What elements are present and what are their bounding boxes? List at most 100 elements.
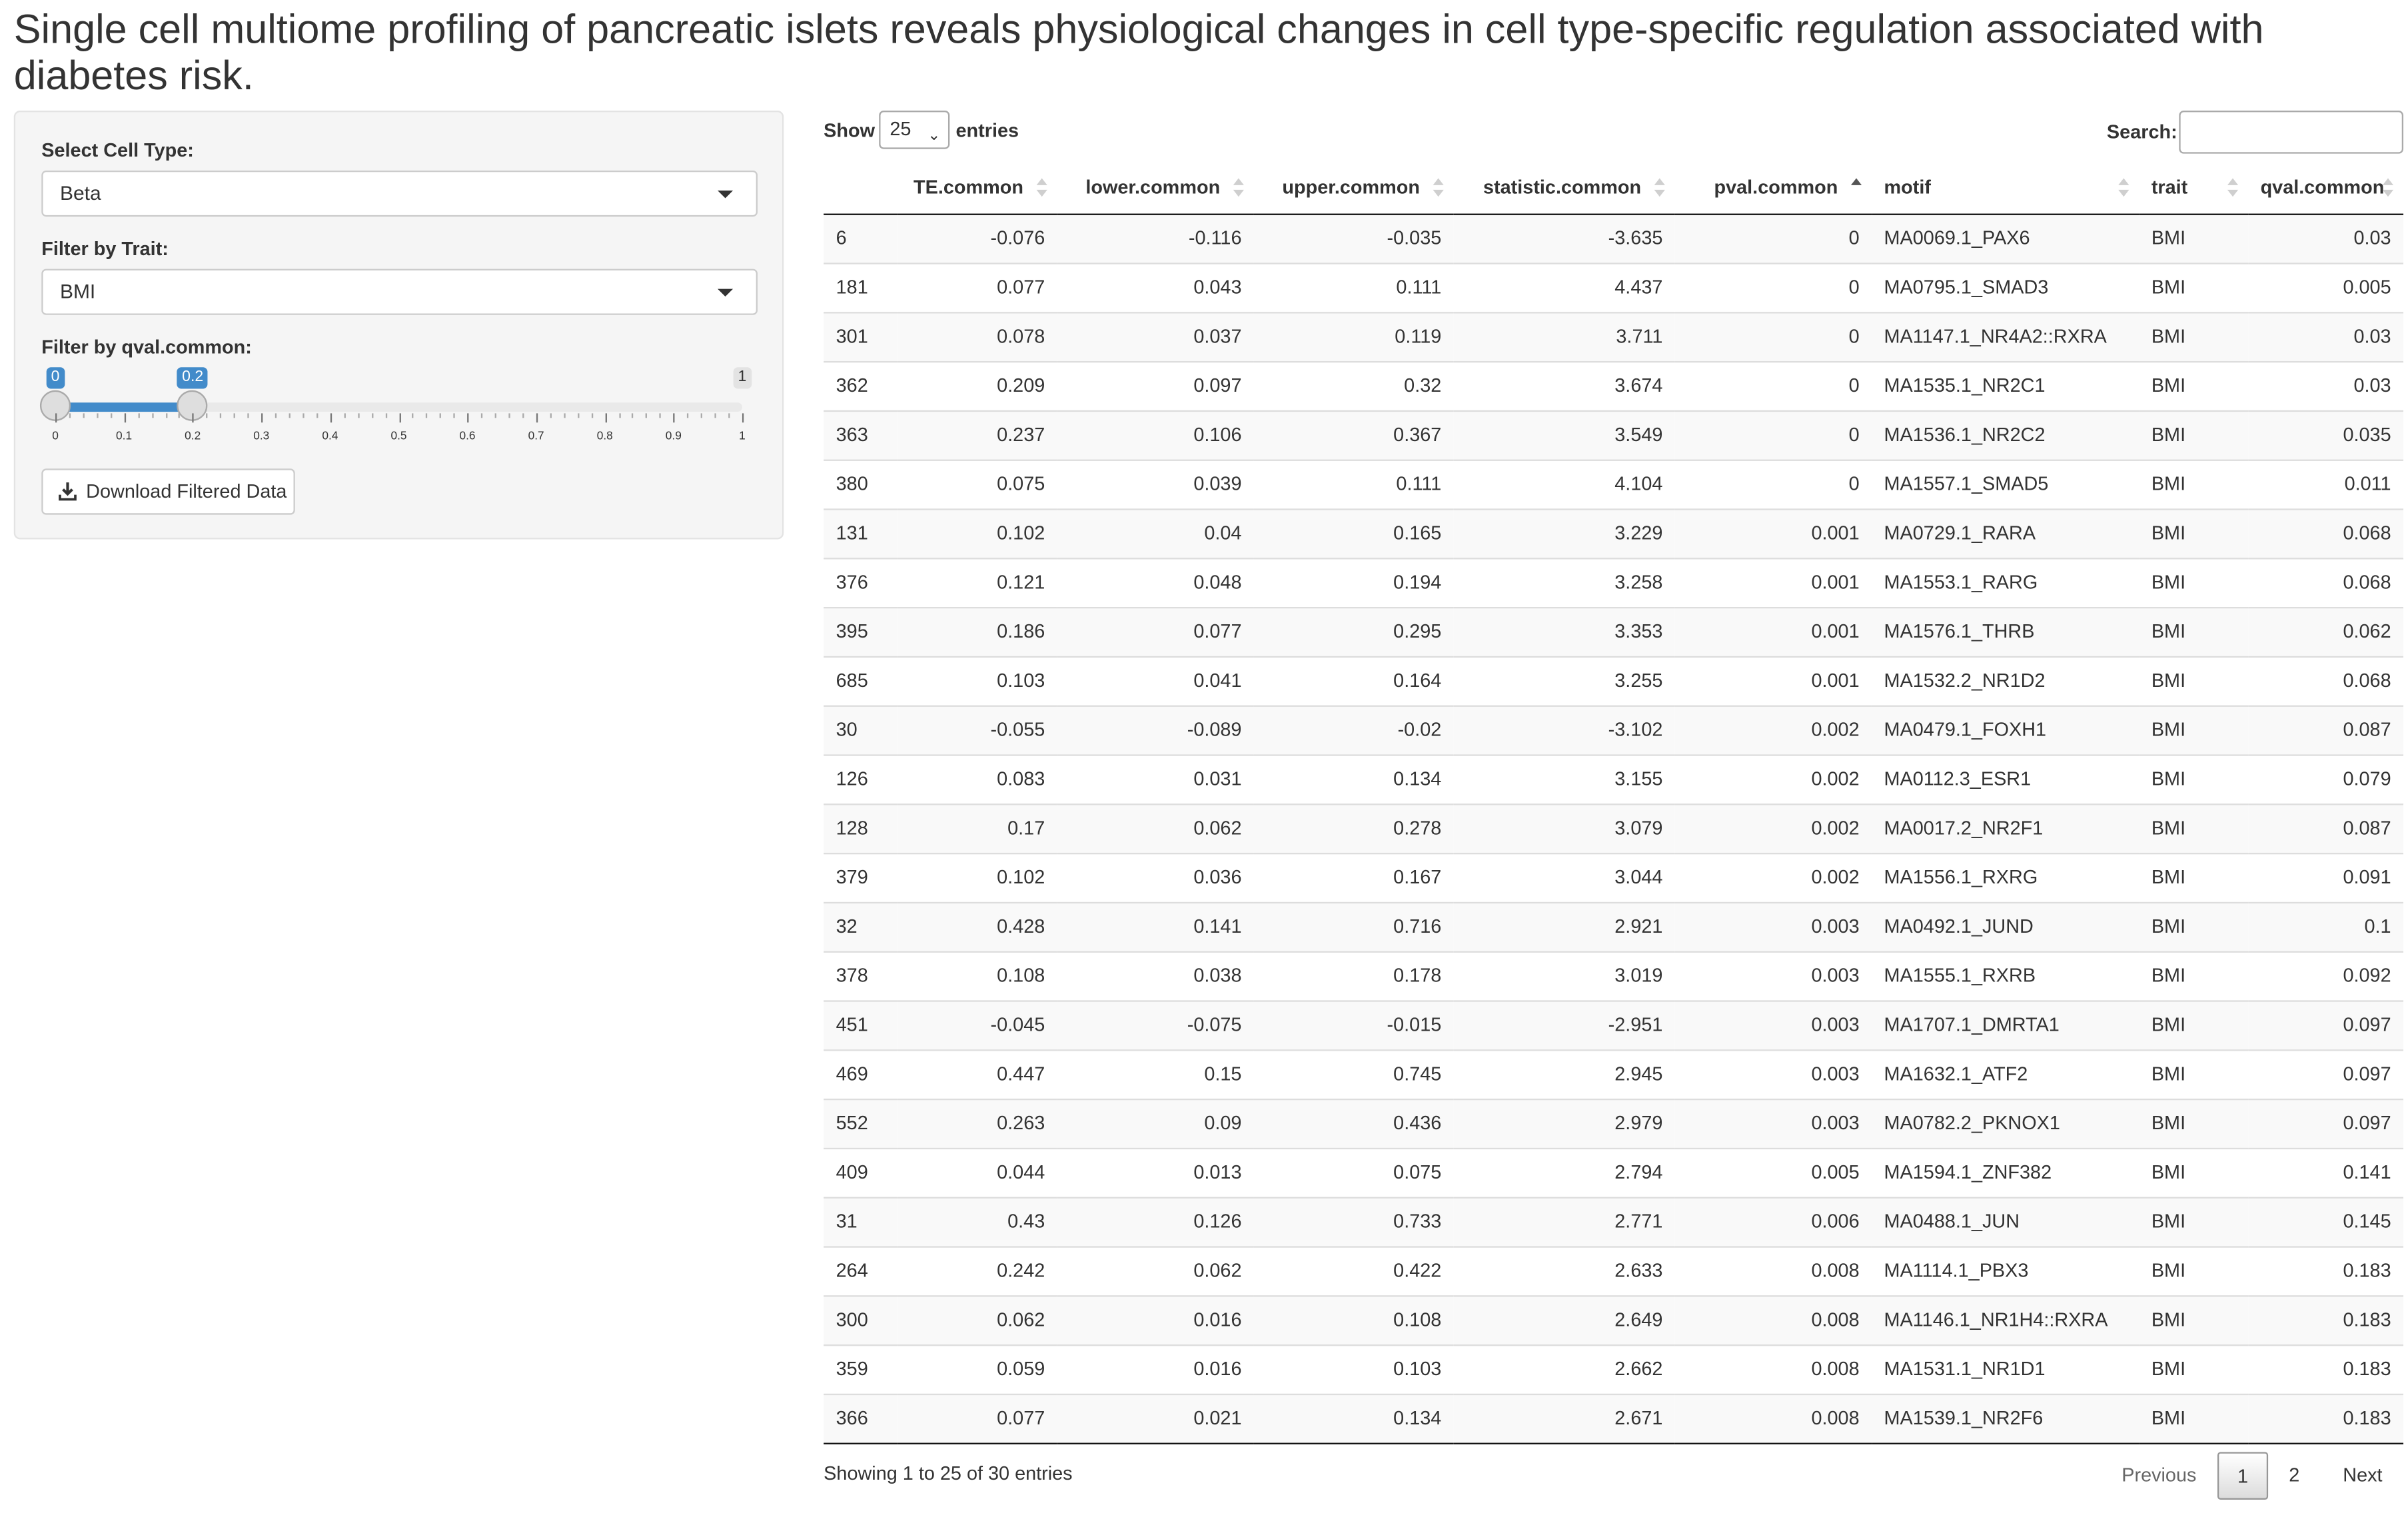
table-row[interactable]: 363 0.237 0.106 0.367 3.549 0 MA1536.1_NR2C2 BM… (824, 409, 2404, 460)
slider-minor-tick (151, 413, 153, 418)
table-cell: 300 (824, 1294, 898, 1345)
page-1-button[interactable]: 1 (2217, 1452, 2269, 1500)
table-cell: 0.062 (897, 1294, 1057, 1345)
slider-minor-tick (247, 413, 249, 418)
table-cell: -0.02 (1253, 704, 1454, 755)
table-cell: 3.353 (1453, 606, 1675, 656)
table-cell: 0.097 (1057, 360, 1254, 410)
table-cell: 131 (824, 508, 898, 558)
table-row[interactable]: 264 0.242 0.062 0.422 2.633 0.008 MA1114.1_PBX… (824, 1245, 2404, 1296)
column-header-statistic-common[interactable]: statistic.common (1453, 161, 1675, 215)
column-header-te-common[interactable]: TE.common (897, 161, 1057, 215)
table-row[interactable]: 181 0.077 0.043 0.111 4.437 0 MA0795.1_SMAD3 BM… (824, 262, 2404, 312)
qval-range-slider[interactable]: 0 0.2 1 0 0.1 0.2 0.3 0.4 0.5 0.6 0.7 0.8 0.9 1 (39, 366, 758, 443)
table-cell: MA0795.1_SMAD3 (1872, 262, 2139, 312)
table-cell: 0.295 (1253, 606, 1454, 656)
column-header-motif[interactable]: motif (1872, 161, 2139, 215)
table-row[interactable]: 376 0.121 0.048 0.194 3.258 0.001 MA1553.1_RAR… (824, 557, 2404, 607)
table-row[interactable]: 30 -0.055 -0.089 -0.02 -3.102 0.002 MA0479.1_F… (824, 704, 2404, 755)
table-cell: 0.141 (1057, 901, 1254, 951)
table-cell: 0 (1674, 311, 1872, 361)
table-cell: 3.711 (1453, 311, 1675, 361)
table-row[interactable]: 362 0.209 0.097 0.32 3.674 0 MA1535.1_NR2C1 BMI… (824, 360, 2404, 410)
table-row[interactable]: 378 0.108 0.038 0.178 3.019 0.003 MA1555.1_RXR… (824, 950, 2404, 1001)
table-cell: 128 (824, 803, 898, 853)
table-cell: 4.437 (1453, 262, 1675, 312)
table-row[interactable]: 451 -0.045 -0.075 -0.015 -2.951 0.003 MA1707.1… (824, 999, 2404, 1050)
table-cell: 0.436 (1253, 1097, 1454, 1148)
table-row[interactable]: 6 -0.076 -0.116 -0.035 -3.635 0 MA0069.1_PAX6 B… (824, 213, 2404, 263)
table-row[interactable]: 552 0.263 0.09 0.436 2.979 0.003 MA0782.2_PKNO… (824, 1097, 2404, 1148)
table-cell: 0.194 (1253, 557, 1454, 607)
slider-tick-label: 0.5 (390, 428, 407, 443)
column-header-lower-common[interactable]: lower.common (1057, 161, 1254, 215)
table-row[interactable]: 409 0.044 0.013 0.075 2.794 0.005 MA1594.1_ZNF… (824, 1147, 2404, 1197)
search-input[interactable] (2179, 111, 2404, 154)
table-cell: 0.422 (1253, 1245, 1454, 1296)
table-cell: 0.068 (2248, 508, 2404, 558)
table-cell: MA1536.1_NR2C2 (1872, 409, 2139, 460)
column-header-upper-common[interactable]: upper.common (1253, 161, 1454, 215)
previous-page-button[interactable]: Previous (2121, 1464, 2197, 1486)
slider-tick-label: 1 (739, 428, 746, 443)
table-cell: 0.03 (2248, 213, 2404, 263)
table-row[interactable]: 379 0.102 0.036 0.167 3.044 0.002 MA1556.1_RXR… (824, 851, 2404, 902)
table-row[interactable]: 131 0.102 0.04 0.165 3.229 0.001 MA0729.1_RARA… (824, 508, 2404, 558)
table-row[interactable]: 32 0.428 0.141 0.716 2.921 0.003 MA0492.1_JUND… (824, 901, 2404, 951)
table-cell: BMI (2139, 655, 2249, 706)
table-cell: -0.075 (1057, 999, 1254, 1050)
table-cell: 2.649 (1453, 1294, 1675, 1345)
table-row[interactable]: 380 0.075 0.039 0.111 4.104 0 MA1557.1_SMAD5 BM… (824, 458, 2404, 509)
table-cell: BMI (2139, 803, 2249, 853)
column-header-trait[interactable]: trait (2139, 161, 2249, 215)
table-row[interactable]: 366 0.077 0.021 0.134 2.671 0.008 MA1539.1_NR2… (824, 1392, 2404, 1444)
sort-icon (2118, 178, 2129, 197)
slider-tick (55, 413, 57, 423)
column-header-qval-common[interactable]: qval.common (2248, 161, 2404, 215)
show-label: Show (824, 119, 876, 142)
table-cell: 2.794 (1453, 1147, 1675, 1197)
table-cell: 359 (824, 1343, 898, 1394)
table-row[interactable]: 359 0.059 0.016 0.103 2.662 0.008 MA1531.1_NR1… (824, 1343, 2404, 1394)
table-cell: 0.119 (1253, 311, 1454, 361)
table-cell: BMI (2139, 409, 2249, 460)
next-page-button[interactable]: Next (2343, 1464, 2383, 1486)
qval-filter-label: Filter by qval.common: (41, 336, 252, 358)
cell-type-label: Select Cell Type: (41, 139, 194, 162)
table-cell: 0.134 (1253, 1392, 1454, 1444)
table-cell: -2.951 (1453, 999, 1675, 1050)
page-2-button[interactable]: 2 (2289, 1464, 2300, 1486)
table-cell: 0.048 (1057, 557, 1254, 607)
table-cell: 0.145 (2248, 1196, 2404, 1247)
table-cell: 363 (824, 409, 898, 460)
table-row[interactable]: 469 0.447 0.15 0.745 2.945 0.003 MA1632.1_ATF2… (824, 1049, 2404, 1099)
table-cell: 0.242 (897, 1245, 1057, 1296)
table-cell: 0.106 (1057, 409, 1254, 460)
table-cell: 0.716 (1253, 901, 1454, 951)
table-row[interactable]: 126 0.083 0.031 0.134 3.155 0.002 MA0112.3_ESR… (824, 754, 2404, 804)
table-cell: 0.003 (1674, 1049, 1872, 1099)
table-row[interactable]: 300 0.062 0.016 0.108 2.649 0.008 MA1146.1_NR1… (824, 1294, 2404, 1345)
table-cell: 0.013 (1057, 1147, 1254, 1197)
table-row[interactable]: 395 0.186 0.077 0.295 3.353 0.001 MA1576.1_THR… (824, 606, 2404, 656)
cell-type-select[interactable]: Beta (41, 170, 758, 217)
table-cell: 0.003 (1674, 901, 1872, 951)
column-header-label: motif (1884, 176, 1932, 198)
slider-minor-tick (426, 413, 428, 418)
column-header-label: lower.common (1085, 176, 1221, 198)
table-row[interactable]: 301 0.078 0.037 0.119 3.711 0 MA1147.1_NR4A2::… (824, 311, 2404, 361)
table-cell: MA0782.2_PKNOX1 (1872, 1097, 2139, 1148)
table-row[interactable]: 685 0.103 0.041 0.164 3.255 0.001 MA1532.2_NR1… (824, 655, 2404, 706)
page-length-select[interactable]: 25 ⌄ (879, 111, 950, 149)
table-row[interactable]: 31 0.43 0.126 0.733 2.771 0.006 MA0488.1_JUN BM… (824, 1196, 2404, 1247)
download-button[interactable]: Download Filtered Data (41, 468, 295, 515)
trait-select[interactable]: BMI (41, 268, 758, 315)
table-cell: 0.035 (2248, 409, 2404, 460)
sort-icon (2227, 178, 2239, 197)
column-header-pval-common[interactable]: pval.common (1674, 161, 1872, 215)
table-cell: BMI (2139, 458, 2249, 509)
table-row[interactable]: 128 0.17 0.062 0.278 3.079 0.002 MA0017.2_NR2F… (824, 803, 2404, 853)
table-cell: 0.263 (897, 1097, 1057, 1148)
column-header-label: statistic.common (1483, 176, 1642, 198)
table-cell: MA1557.1_SMAD5 (1872, 458, 2139, 509)
